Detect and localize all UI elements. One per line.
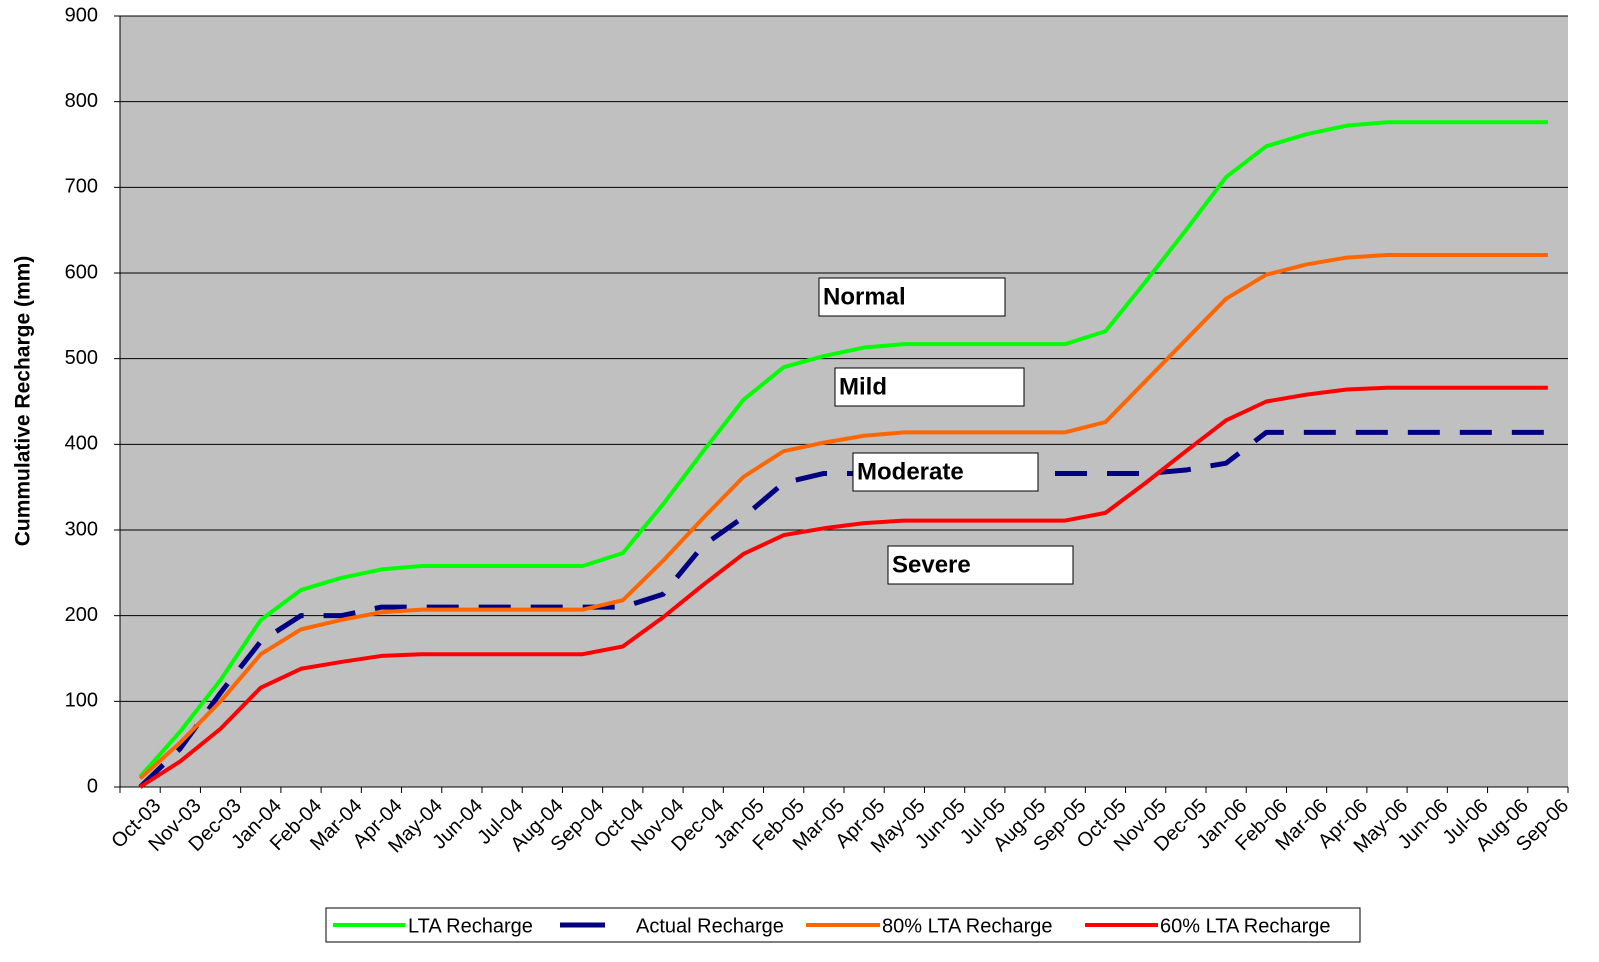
series-line	[138, 429, 1548, 789]
y-tick-label: 400	[65, 433, 98, 455]
y-tick-label: 100	[65, 690, 98, 712]
y-tick-label: 300	[65, 518, 98, 540]
series-line	[138, 253, 1548, 780]
y-tick-label: 200	[65, 604, 98, 626]
legend-label: 60% LTA Recharge	[1160, 915, 1330, 937]
series-line	[138, 120, 1548, 779]
y-tick-label: 0	[87, 775, 98, 797]
legend-label: 80% LTA Recharge	[882, 915, 1052, 937]
y-tick-label: 900	[65, 4, 98, 26]
annotation-box	[887, 545, 1074, 585]
annotation: Normal	[823, 283, 906, 310]
y-axis-label: Cummulative Recharge (mm)	[12, 256, 35, 547]
annotation: Moderate	[857, 458, 964, 485]
annotation: Mild	[839, 373, 887, 400]
legend-label: LTA Recharge	[408, 915, 533, 937]
series-line	[139, 385, 1548, 789]
y-tick-label: 500	[65, 347, 98, 369]
annotation-box	[834, 367, 1025, 407]
annotation: Severe	[892, 551, 971, 578]
y-tick-label: 800	[65, 90, 98, 112]
legend-label: Actual Recharge	[636, 915, 784, 937]
annotation-box	[818, 277, 1006, 317]
y-tick-label: 600	[65, 261, 98, 283]
annotation-box	[852, 452, 1039, 492]
y-tick-label: 700	[65, 176, 98, 198]
